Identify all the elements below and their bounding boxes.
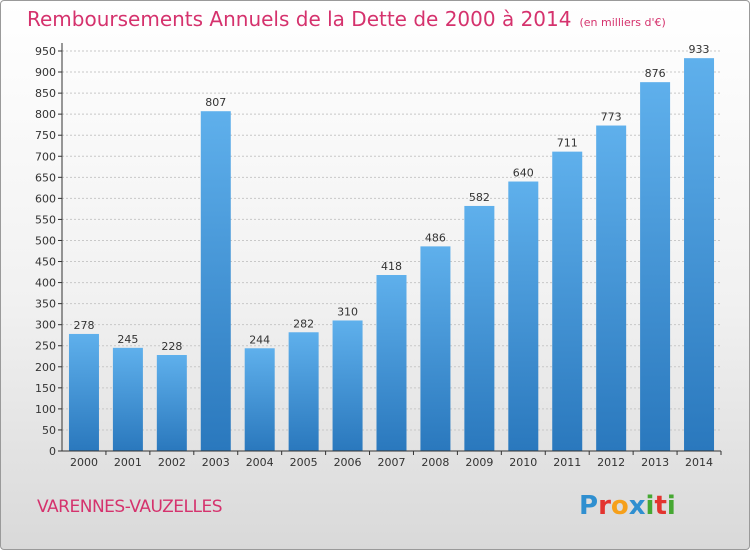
x-tick-label: 2008 [421,456,449,469]
bar-2011 [552,151,583,451]
bar-2014 [684,58,715,451]
x-tick-label: 2012 [597,456,625,469]
axis-layer: 0 50 100 150 200 250 300 350 400 450 500 550 600 650 7… [35,43,722,469]
value-label-2013: 876 [645,67,666,80]
y-tick-label: 800 [35,108,56,121]
y-tick-label: 50 [42,424,56,437]
bar-2004 [244,348,275,451]
chart-title: Remboursements Annuels de la Dette de 20… [27,7,666,31]
y-tick-label: 700 [35,150,56,163]
value-label-2000: 278 [73,319,94,332]
bar-2013 [640,82,671,451]
value-label-2014: 933 [689,43,710,56]
bar-2006 [332,320,363,451]
y-tick-label: 750 [35,129,56,142]
y-tick-label: 150 [35,382,56,395]
bar-layer: 278 245 228 807 244 282 310 418 486 582 640 711 773 8… [68,43,715,452]
value-label-2010: 640 [513,167,534,180]
value-label-2009: 582 [469,191,490,204]
chart-title-text: Remboursements Annuels de la Dette de 20… [27,7,572,31]
chart-unit-text: (en milliers d'€) [579,16,666,29]
logo-letter: i [645,491,655,521]
value-label-2007: 418 [381,260,402,273]
bar-2008 [420,246,451,451]
y-tick-label: 300 [35,319,56,332]
y-tick-label: 100 [35,403,56,416]
x-tick-label: 2000 [70,456,98,469]
logo-letter: o [610,491,629,521]
x-tick-label: 2007 [378,456,406,469]
y-tick-label: 350 [35,298,56,311]
y-tick-label: 900 [35,66,56,79]
y-tick-label: 600 [35,192,56,205]
bar-2005 [288,332,319,451]
x-tick-label: 2014 [685,456,713,469]
logo-letter: P [579,491,599,521]
x-tick-label: 2005 [290,456,318,469]
x-tick-label: 2001 [114,456,142,469]
y-tick-label: 500 [35,234,56,247]
x-tick-label: 2009 [465,456,493,469]
y-tick-label: 250 [35,340,56,353]
value-label-2012: 773 [601,111,622,124]
y-tick-label: 850 [35,87,56,100]
logo-letter: i [666,491,676,521]
y-tick-label: 650 [35,171,56,184]
y-tick-label: 450 [35,256,56,269]
x-tick-label: 2004 [246,456,274,469]
x-tick-label: 2006 [334,456,362,469]
bar-2009 [464,205,495,451]
bar-2010 [508,181,539,452]
value-label-2001: 245 [117,333,138,346]
bar-2000 [68,333,99,451]
y-tick-label: 950 [35,45,56,58]
value-label-2004: 244 [249,333,270,346]
x-tick-label: 2011 [553,456,581,469]
proxiti-logo: Proxiti [579,491,676,521]
value-label-2002: 228 [161,340,182,353]
logo-letter: t [654,491,667,521]
x-tick-label: 2002 [158,456,186,469]
value-label-2005: 282 [293,317,314,330]
bar-2002 [156,355,187,451]
value-label-2008: 486 [425,231,446,244]
bar-2003 [200,111,231,452]
value-label-2011: 711 [557,137,578,150]
town-name: VARENNES-VAUZELLES [37,497,223,517]
y-tick-label: 0 [49,445,56,458]
logo-letter: x [628,491,646,521]
x-tick-label: 2003 [202,456,230,469]
y-tick-label: 200 [35,361,56,374]
y-tick-label: 400 [35,277,56,290]
bar-2001 [112,347,143,451]
value-label-2003: 807 [205,96,226,109]
value-label-2006: 310 [337,305,358,318]
logo-letter: r [598,491,611,521]
bar-2012 [596,125,627,452]
y-tick-label: 550 [35,213,56,226]
x-tick-label: 2010 [509,456,537,469]
bar-2007 [376,275,407,451]
x-tick-label: 2013 [641,456,669,469]
